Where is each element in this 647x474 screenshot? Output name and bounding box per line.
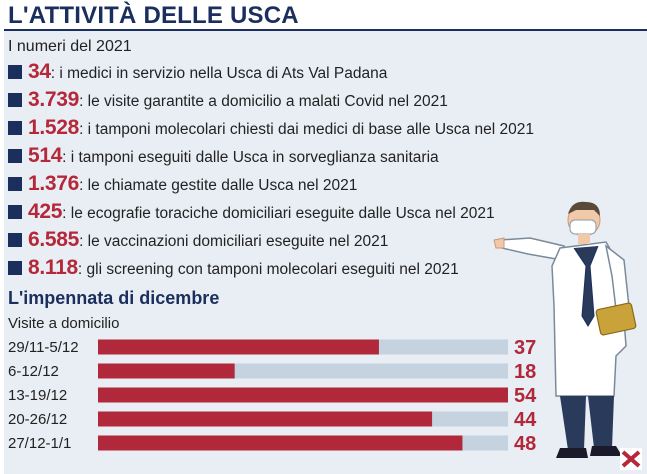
stat-value: 34 xyxy=(28,60,51,83)
stat-value: 425 xyxy=(28,200,63,223)
bar xyxy=(98,363,235,379)
stat-description: : le visite garantite a domicilio a mala… xyxy=(79,93,448,110)
stat-item: 34: i medici in servizio nella Usca di A… xyxy=(8,60,387,84)
stat-item: 1.376: le chiamate gestite dalle Usca ne… xyxy=(8,172,357,196)
value-label: 48 xyxy=(514,433,536,455)
square-bullet-icon xyxy=(8,65,22,79)
square-bullet-icon xyxy=(8,205,22,219)
bar xyxy=(98,339,379,355)
stat-item: 514: i tamponi eseguiti dalle Usca in so… xyxy=(8,144,439,168)
square-bullet-icon xyxy=(8,261,22,275)
section-title: L'impennata di dicembre xyxy=(8,288,220,308)
category-label: 29/11-5/12 xyxy=(8,339,79,356)
value-label: 37 xyxy=(514,337,536,359)
stat-value: 6.585 xyxy=(28,228,80,251)
stat-item: 425: le ecografie toraciche domiciliari … xyxy=(8,200,495,224)
stat-value: 1.376 xyxy=(28,172,80,195)
stat-description: : le ecografie toraciche domiciliari ese… xyxy=(62,205,495,222)
square-bullet-icon xyxy=(8,149,22,163)
category-label: 20-26/12 xyxy=(8,411,67,428)
stat-value: 3.739 xyxy=(28,88,80,111)
publisher-logo-icon xyxy=(620,448,642,470)
stat-item: 8.118: gli screening con tamponi molecol… xyxy=(8,256,459,280)
value-label: 44 xyxy=(514,409,537,431)
square-bullet-icon xyxy=(8,93,22,107)
stat-value: 1.528 xyxy=(28,116,80,139)
stat-description: : i medici in servizio nella Usca di Ats… xyxy=(50,65,388,82)
doctor-illustration xyxy=(493,201,637,458)
stat-description: : le chiamate gestite dalle Usca nel 202… xyxy=(79,177,358,194)
stat-description: : i tamponi molecolari chiesti dai medic… xyxy=(79,121,534,138)
stat-item: 1.528: i tamponi molecolari chiesti dai … xyxy=(8,116,534,140)
square-bullet-icon xyxy=(8,177,22,191)
stat-description: : gli screening con tamponi molecolari e… xyxy=(77,261,459,278)
page-subtitle: I numeri del 2021 xyxy=(8,38,132,55)
square-bullet-icon xyxy=(8,233,22,247)
stat-item: 6.585: le vaccinazioni domiciliari esegu… xyxy=(8,228,388,252)
category-label: 6-12/12 xyxy=(8,363,59,380)
category-label: 13-19/12 xyxy=(8,387,67,404)
stat-description: : i tamponi eseguiti dalle Usca in sorve… xyxy=(62,149,439,166)
stat-value: 514 xyxy=(28,144,63,167)
value-label: 54 xyxy=(514,385,537,407)
section-subtitle: Visite a domicilio xyxy=(8,315,120,332)
bar xyxy=(98,435,463,451)
stat-description: : le vaccinazioni domiciliari eseguite n… xyxy=(79,233,389,250)
category-label: 27/12-1/1 xyxy=(8,435,71,452)
stat-item: 3.739: le visite garantite a domicilio a… xyxy=(8,88,448,112)
page-title: L'ATTIVITÀ DELLE USCA xyxy=(8,2,299,29)
stat-value: 8.118 xyxy=(28,256,78,279)
bar xyxy=(98,411,433,427)
title-divider xyxy=(4,29,647,31)
square-bullet-icon xyxy=(8,121,22,135)
value-label: 18 xyxy=(514,361,536,383)
bar xyxy=(98,387,508,403)
